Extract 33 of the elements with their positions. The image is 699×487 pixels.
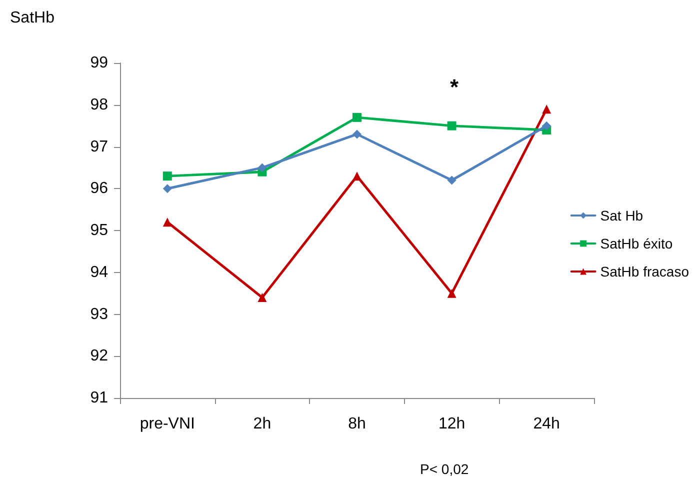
text: P< 0,02: [420, 461, 469, 477]
point: [258, 163, 267, 172]
y-tick-label: 96: [90, 180, 108, 198]
point: [352, 112, 362, 122]
point: [162, 184, 172, 194]
y-axis-title: SatHb: [10, 10, 55, 26]
y-tick-label: 97: [90, 138, 108, 156]
x-tick-label: 8h: [348, 416, 366, 432]
y-tick-label: 99: [90, 54, 108, 72]
y-tick-label: 92: [90, 348, 108, 365]
x-tick-label: 24h: [533, 416, 560, 432]
x-tick-label: 2h: [253, 416, 272, 432]
point: [352, 172, 362, 181]
point: [447, 176, 456, 185]
point: [258, 293, 267, 302]
legend-label: SatHb éxito: [600, 236, 673, 252]
y-tick-label: 98: [90, 96, 108, 114]
legend-label: Sat Hb: [600, 208, 644, 224]
x-tick-label: pre-VNI: [140, 416, 195, 432]
point: [162, 172, 172, 181]
point: [542, 121, 552, 130]
point: [447, 288, 456, 298]
y-tick-label: 95: [90, 222, 108, 239]
legend-label: SatHb fracaso: [600, 264, 690, 280]
annotation: *: [450, 74, 459, 100]
x-tick-label: 12h: [438, 416, 466, 432]
point: [162, 218, 172, 227]
y-tick-label: 94: [90, 264, 108, 281]
point: [447, 121, 456, 130]
y-tick-label: 93: [90, 306, 108, 323]
point: [542, 104, 552, 114]
y-tick-label: 91: [90, 390, 108, 406]
point: [352, 130, 362, 139]
